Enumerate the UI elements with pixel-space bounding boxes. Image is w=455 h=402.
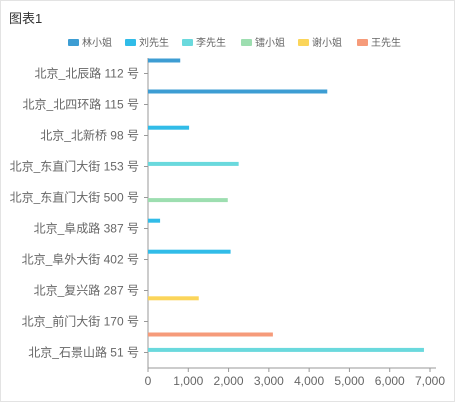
- category-label: 北京_前门大街 170 号: [22, 314, 139, 329]
- bar[interactable]: [148, 218, 161, 223]
- category-label: 北京_东直门大街 500 号: [10, 190, 139, 205]
- category-label: 北京_复兴路 287 号: [34, 283, 139, 298]
- category-label: 北京_东直门大街 153 号: [10, 159, 139, 174]
- bar[interactable]: [148, 161, 239, 166]
- legend-swatch[interactable]: [241, 39, 252, 46]
- bar[interactable]: [148, 58, 181, 63]
- x-tick-label: 7,000: [415, 374, 445, 388]
- x-tick-label: 5,000: [334, 374, 364, 388]
- bar[interactable]: [148, 125, 190, 130]
- x-tick-label: 6,000: [375, 374, 405, 388]
- category-label: 北京_石景山路 51 号: [28, 345, 139, 360]
- bar[interactable]: [148, 332, 273, 337]
- bar[interactable]: [148, 89, 328, 94]
- bar[interactable]: [148, 198, 228, 203]
- legend-label[interactable]: 林小姐: [82, 36, 112, 49]
- x-tick-label: 0: [145, 374, 152, 388]
- x-tick-label: 4,000: [294, 374, 324, 388]
- category-label: 北京_北辰路 112 号: [35, 66, 139, 81]
- bar[interactable]: [148, 296, 199, 301]
- legend-swatch[interactable]: [68, 39, 79, 46]
- legend-label[interactable]: 镭小姐: [255, 36, 285, 49]
- bar[interactable]: [148, 347, 424, 352]
- legend-label[interactable]: 谢小姐: [312, 36, 342, 49]
- chart-title: 图表1: [9, 11, 43, 26]
- legend-swatch[interactable]: [298, 39, 309, 46]
- legend-swatch[interactable]: [125, 39, 136, 46]
- x-tick-label: 2,000: [214, 374, 244, 388]
- legend-label[interactable]: 李先生: [196, 36, 226, 49]
- legend-swatch[interactable]: [182, 39, 193, 46]
- category-label: 北京_北四环路 115 号: [23, 97, 139, 112]
- category-label: 北京_北新桥 98 号: [40, 128, 139, 143]
- x-tick-label: 1,000: [173, 374, 203, 388]
- bar[interactable]: [148, 249, 231, 254]
- category-label: 北京_阜外大街 402 号: [22, 253, 139, 267]
- legend-label[interactable]: 刘先生: [139, 36, 169, 49]
- category-label: 北京_阜成路 387 号: [34, 221, 139, 236]
- legend-label[interactable]: 王先生: [371, 36, 401, 49]
- legend-swatch[interactable]: [357, 39, 368, 46]
- x-tick-label: 3,000: [254, 374, 284, 388]
